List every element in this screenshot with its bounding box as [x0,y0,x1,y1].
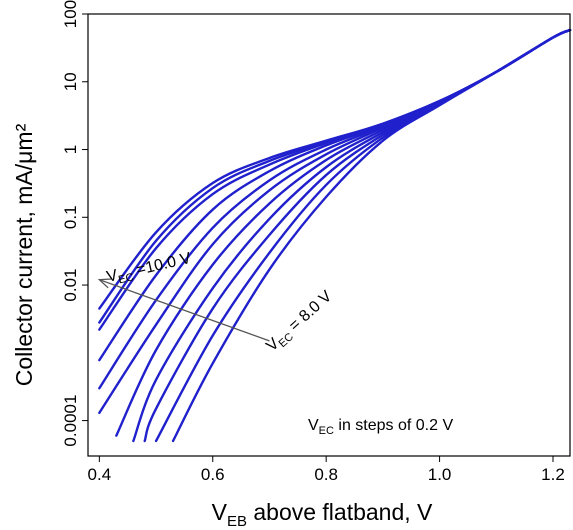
y-tick-label: 0.01 [61,268,80,301]
y-tick-label: 0.0001 [61,395,80,447]
series-line-11 [171,28,572,443]
x-tick-label: 0.4 [88,465,112,484]
series-line-9 [143,28,572,443]
steps-label: VEC in steps of 0.2 V [308,417,453,437]
series-line-10 [154,28,572,443]
series-line-8 [132,28,572,443]
x-tick-label: 1.0 [428,465,452,484]
trend-arrow-head [97,278,112,289]
trend-arrow-shaft [99,279,270,342]
series-layer [98,28,572,443]
x-axis-title: VEB above flatband, V [212,499,433,530]
plot-frame [87,13,571,457]
series-line-5 [98,28,572,390]
series-line-4 [98,28,572,362]
y-tick-label: 10 [61,72,80,91]
y-tick-label: 1 [61,145,80,154]
x-tick-label: 0.8 [314,465,338,484]
series-line-7 [115,28,572,437]
series-line-3 [98,28,572,331]
tick-layer: 0.4 0.6 0.8 1.0 1.2 100 10 1 0.1 0.01 0.0001 [61,0,565,484]
y-tick-label: 100 [61,0,80,28]
x-tick-label: 0.6 [201,465,225,484]
x-tick-label: 1.2 [541,465,565,484]
vec-low-label: VEC = 8.0 V [263,288,337,358]
y-tick-label: 0.1 [61,205,80,229]
arrow-layer [97,278,270,342]
y-axis-title: Collector current, mA/μm² [11,123,37,386]
